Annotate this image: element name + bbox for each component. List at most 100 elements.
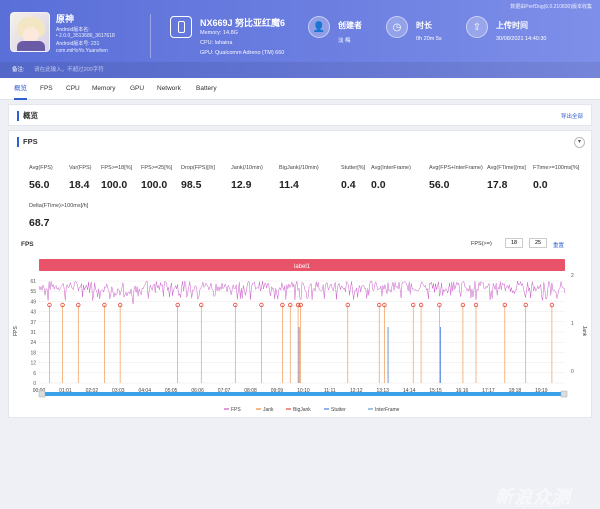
y-tick-label: 49 (30, 299, 36, 305)
scrollbar-handle-left (38, 390, 46, 398)
x-tick-label: 18:18 (509, 388, 522, 394)
x-tick-label: 03:03 (112, 388, 125, 394)
note-bar[interactable]: 备注: 请在此输入，不超过200字符 (0, 62, 600, 78)
tab-network[interactable]: Network (157, 85, 181, 92)
overview-title: 概览 (17, 111, 38, 121)
label-bar-text: label1 (294, 264, 311, 270)
duration-value: 0h 20m 5s (416, 36, 442, 42)
metric-label: Delta(FTime)>100ms[/h] (29, 203, 89, 209)
export-all-link[interactable]: 导出全部 (560, 114, 583, 120)
app-name: 原神 (56, 14, 75, 24)
upload-time-value: 30/08/2021 14:40:30 (496, 36, 547, 42)
tab-battery[interactable]: Battery (196, 85, 217, 92)
bigjank-marker (259, 302, 264, 308)
fps-threshold-input-2[interactable] (529, 238, 547, 248)
bigjank-marker (295, 302, 301, 308)
tab-gpu[interactable]: GPU (130, 85, 145, 92)
x-tick-label: 02:02 (86, 388, 99, 394)
watermark-sub: ZHONGCE.SINA (514, 503, 560, 509)
metric-label: FPS>=18[%] (101, 165, 133, 171)
tab-cpu[interactable]: CPU (66, 85, 80, 92)
bigjank-marker (382, 302, 387, 308)
tab-memory[interactable]: Memory (92, 85, 116, 92)
bigjank-marker (102, 302, 107, 308)
metric-value: 12.9 (231, 179, 252, 191)
x-tick-label: 08:08 (244, 388, 257, 394)
fps-threshold-label: FPS(>=) (471, 241, 492, 247)
y-tick-label: 6 (33, 371, 36, 377)
chart-title: FPS (21, 241, 34, 248)
x-tick-label: 17:17 (482, 388, 495, 394)
metric-value: 0.4 (341, 179, 356, 191)
tab-overview[interactable]: 概览 (14, 78, 27, 100)
metric-value: 56.0 (29, 179, 50, 191)
x-tick-label: 01:01 (59, 388, 72, 394)
fps-chart[interactable]: label161554943373124181260210FPSJank00:0… (9, 251, 591, 419)
tab-fps[interactable]: FPS (40, 85, 53, 92)
y-tick-label: 18 (30, 350, 36, 356)
x-tick-label: 05:05 (165, 388, 178, 394)
app-info-line: Android版本号: 231 (56, 41, 100, 47)
y-right-tick-label: 2 (571, 273, 574, 279)
scrollbar-handle-right (560, 390, 568, 398)
overview-panel: 概览 导出全部 (8, 104, 592, 126)
x-tick-label: 07:07 (218, 388, 231, 394)
creator-label: 创建者 (338, 21, 362, 30)
bigjank-marker (117, 302, 123, 308)
bigjank-marker (76, 302, 81, 308)
metric-label: Stutter[%] (341, 165, 366, 171)
metric-label: BigJank(/10min) (279, 165, 319, 171)
x-tick-label: 15:15 (429, 388, 442, 394)
bigjank-marker (376, 302, 382, 308)
legend-label: Stutter (331, 407, 346, 413)
x-tick-label: 06:06 (191, 388, 204, 394)
header-divider (150, 14, 151, 58)
bigjank-marker (502, 302, 508, 308)
y-tick-label: 12 (30, 361, 36, 367)
x-tick-label: 16:16 (456, 388, 469, 394)
metric-label: Drop(FPS)[/h] (181, 165, 215, 171)
bigjank-marker (47, 302, 52, 308)
game-avatar (10, 12, 50, 52)
note-label: 备注: (12, 67, 25, 73)
bigjank-marker (411, 302, 416, 308)
timeline-scrollbar (43, 392, 563, 396)
x-tick-label: 19:19 (535, 388, 548, 394)
metric-label: FPS>=25[%] (141, 165, 173, 171)
bigjank-marker (345, 302, 350, 308)
metric-value: 11.4 (279, 179, 299, 191)
metric-value: 56.0 (429, 179, 450, 191)
y-tick-label: 61 (30, 279, 36, 285)
y-tick-label: 37 (30, 320, 36, 326)
bigjank-marker (60, 302, 65, 308)
y-tick-label: 24 (30, 340, 36, 346)
y-tick-label: 55 (30, 289, 36, 295)
x-tick-label: 14:14 (403, 388, 416, 394)
y-right-tick-label: 0 (571, 369, 574, 375)
fps-series-line (38, 280, 566, 305)
upload-icon: ⇧ (466, 16, 488, 38)
fps-panel-title: FPS (17, 137, 38, 147)
metric-value: 0.0 (371, 179, 386, 191)
x-tick-label: 10:10 (297, 388, 310, 394)
fps-panel: FPS ▾ Avg(FPS) 56.0 Var(FPS) 18.4 FPS>=18[%]… (8, 130, 592, 509)
x-tick-label: 04:04 (138, 388, 151, 394)
tab-bar: 概览 FPS CPU Memory GPU Network Battery (0, 78, 600, 100)
metric-label: Var(FPS) (69, 165, 92, 171)
app-info-line: Android版本名: (56, 27, 90, 33)
x-tick-label: 09:09 (271, 388, 284, 394)
collapse-button[interactable]: ▾ (574, 137, 585, 148)
fps-threshold-input-1[interactable] (505, 238, 523, 248)
phone-icon (170, 16, 192, 38)
metric-label: Avg(FPS) (29, 165, 53, 171)
label-bar (39, 259, 565, 271)
bigjank-marker (437, 302, 442, 308)
bigjank-marker (233, 302, 238, 308)
note-input[interactable]: 请在此输入，不超过200字符 (34, 67, 104, 73)
metric-value: 100.0 (101, 179, 128, 191)
metric-label: Avg(InterFrame) (371, 165, 411, 171)
reset-link[interactable]: 重置 (553, 243, 565, 249)
user-icon: 👤 (308, 16, 330, 38)
bigjank-marker (460, 302, 466, 308)
metric-label: Avg(FTime)[ms] (487, 165, 526, 171)
